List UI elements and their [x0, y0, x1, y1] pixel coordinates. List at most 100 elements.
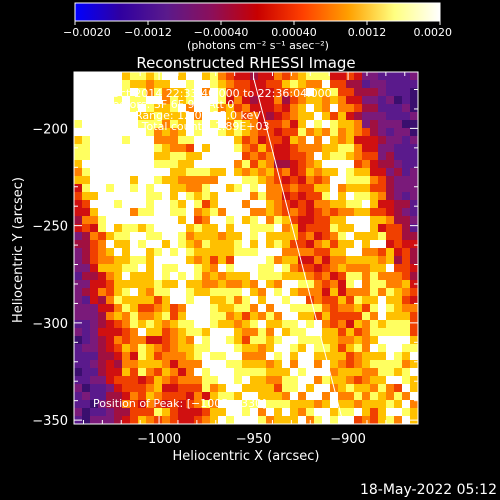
heatmap-cell — [290, 72, 298, 80]
heatmap-cell — [138, 136, 146, 144]
heatmap-cell — [258, 336, 266, 344]
heatmap-cell — [386, 72, 394, 80]
heatmap-cell — [362, 112, 370, 120]
heatmap-cell — [178, 88, 186, 96]
heatmap-cell — [338, 104, 346, 112]
heatmap-cell — [82, 160, 90, 168]
heatmap-cell — [314, 264, 322, 272]
heatmap-cell — [322, 264, 330, 272]
heatmap-cell — [98, 264, 106, 272]
heatmap-cell — [242, 208, 250, 216]
heatmap-cell — [410, 376, 418, 384]
heatmap-cell — [170, 104, 178, 112]
heatmap-cell — [170, 232, 178, 240]
heatmap-cell — [82, 96, 90, 104]
heatmap-cell — [274, 160, 282, 168]
heatmap-cell — [234, 384, 242, 392]
heatmap-cell — [266, 152, 274, 160]
heatmap-cell — [370, 312, 378, 320]
heatmap-cell — [146, 232, 154, 240]
heatmap-cell — [90, 200, 98, 208]
heatmap-cell — [362, 72, 370, 80]
heatmap-cell — [106, 144, 114, 152]
heatmap-cell — [274, 272, 282, 280]
heatmap-cell — [282, 216, 290, 224]
heatmap-cell — [138, 368, 146, 376]
heatmap-cell — [146, 288, 154, 296]
heatmap-cell — [138, 328, 146, 336]
heatmap-cell — [410, 184, 418, 192]
heatmap-cell — [130, 136, 138, 144]
heatmap-cell — [74, 248, 82, 256]
heatmap-cell — [354, 232, 362, 240]
heatmap-cell — [226, 304, 234, 312]
heatmap-cell — [306, 376, 314, 384]
heatmap-cell — [314, 232, 322, 240]
heatmap-cell — [282, 248, 290, 256]
heatmap-cell — [98, 160, 106, 168]
heatmap-cell — [178, 360, 186, 368]
heatmap-cell — [194, 280, 202, 288]
heatmap-cell — [242, 352, 250, 360]
heatmap-cell — [298, 360, 306, 368]
heatmap-cell — [370, 152, 378, 160]
heatmap-cell — [202, 176, 210, 184]
heatmap-cell — [402, 264, 410, 272]
heatmap-cell — [122, 336, 130, 344]
heatmap-cell — [330, 400, 338, 408]
heatmap-cell — [410, 104, 418, 112]
heatmap-cell — [130, 328, 138, 336]
heatmap-cell — [394, 328, 402, 336]
heatmap-cell — [234, 304, 242, 312]
heatmap-cell — [106, 120, 114, 128]
heatmap-cell — [218, 336, 226, 344]
heatmap-cell — [282, 296, 290, 304]
heatmap-cell — [330, 200, 338, 208]
heatmap-cell — [274, 248, 282, 256]
heatmap-cell — [186, 104, 194, 112]
heatmap-cell — [346, 392, 354, 400]
heatmap-cell — [210, 144, 218, 152]
heatmap-cell — [402, 272, 410, 280]
heatmap-cell — [226, 360, 234, 368]
heatmap-cell — [290, 392, 298, 400]
heatmap-cell — [338, 384, 346, 392]
heatmap-cell — [138, 184, 146, 192]
heatmap-cell — [402, 288, 410, 296]
heatmap-cell — [114, 224, 122, 232]
heatmap-cell — [234, 216, 242, 224]
heatmap-cell — [394, 280, 402, 288]
heatmap-cell — [306, 272, 314, 280]
heatmap-cell — [338, 392, 346, 400]
heatmap-cell — [402, 168, 410, 176]
heatmap-cell — [378, 240, 386, 248]
heatmap-cell — [338, 80, 346, 88]
heatmap-cell — [186, 296, 194, 304]
heatmap-cell — [82, 240, 90, 248]
heatmap-cell — [266, 192, 274, 200]
heatmap-cell — [330, 336, 338, 344]
heatmap-cell — [330, 176, 338, 184]
heatmap-cell — [194, 264, 202, 272]
heatmap-cell — [106, 288, 114, 296]
heatmap-cell — [258, 120, 266, 128]
heatmap-cell — [154, 288, 162, 296]
heatmap-cell — [338, 120, 346, 128]
heatmap-cell — [106, 240, 114, 248]
heatmap-cell — [234, 128, 242, 136]
heatmap-cell — [130, 312, 138, 320]
heatmap-cell — [98, 384, 106, 392]
heatmap-cell — [250, 312, 258, 320]
heatmap-cell — [250, 400, 258, 408]
heatmap-cell — [154, 328, 162, 336]
heatmap-cell — [154, 72, 162, 80]
heatmap-cell — [306, 328, 314, 336]
heatmap-cell — [242, 136, 250, 144]
heatmap-cell — [346, 416, 354, 424]
heatmap-cell — [162, 192, 170, 200]
heatmap-cell — [82, 88, 90, 96]
heatmap-cell — [402, 344, 410, 352]
heatmap-cell — [98, 352, 106, 360]
heatmap-cell — [122, 112, 130, 120]
heatmap-cell — [114, 192, 122, 200]
